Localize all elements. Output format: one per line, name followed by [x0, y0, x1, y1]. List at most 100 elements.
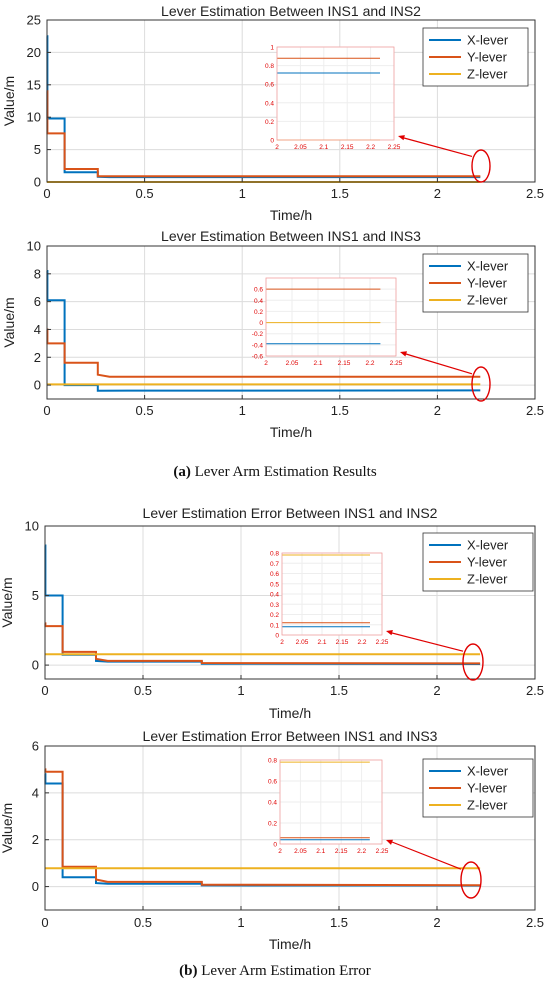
inset-y-tick-label: 0.4 — [268, 800, 277, 807]
inset-y-tick-label: 0.6 — [270, 571, 279, 578]
inset-x-tick-label: 2.25 — [390, 360, 403, 367]
x-tick-label: 2 — [433, 915, 440, 930]
inset-x-tick-label: 2.25 — [388, 144, 401, 151]
y-tick-label: 10 — [27, 239, 41, 254]
inset-x-tick-label: 2.15 — [335, 848, 348, 855]
inset-y-tick-label: 0.8 — [268, 758, 277, 765]
inset-y-tick-label: 0.2 — [270, 612, 279, 619]
y-tick-label: 5 — [34, 142, 41, 157]
inset-x-tick-label: 2.15 — [341, 144, 354, 151]
x-tick-label: 1 — [239, 186, 246, 201]
legend-label-x-lever: X-lever — [467, 259, 509, 274]
legend: X-lever Y-lever Z-lever — [422, 27, 529, 87]
y-tick-label: 5 — [32, 588, 39, 603]
inset-frame — [276, 46, 395, 141]
zoom-arrow-line — [405, 353, 473, 375]
inset-y-tick-label: 0.8 — [265, 63, 274, 70]
y-axis-label: Value/m — [1, 297, 17, 347]
x-tick-label: 1 — [237, 915, 244, 930]
legend: X-lever Y-lever Z-lever — [422, 253, 529, 313]
x-tick-label: 2 — [433, 683, 440, 698]
y-tick-label: 4 — [32, 785, 39, 800]
caption-b: (b) Lever Arm Estimation Error — [0, 963, 550, 980]
y-tick-label: 0 — [34, 378, 41, 393]
x-tick-label: 1 — [237, 683, 244, 698]
x-tick-label: 1.5 — [330, 683, 348, 698]
caption-a: (a) Lever Arm Estimation Results — [0, 464, 550, 481]
axes-frame — [44, 525, 536, 680]
inset-y-tick-label: 1 — [270, 45, 274, 52]
legend-label-z-lever: Z-lever — [467, 67, 508, 82]
inset-y-tick-label: 0.4 — [254, 298, 263, 305]
caption-b-letter: (b) — [179, 963, 198, 979]
inset-plot: 2 2.05 2.1 2.15 2.2 2.25 0 0.2 0.4 0.6 0.8 1 — [265, 45, 401, 152]
y-tick-label: 2 — [34, 350, 41, 365]
inset-y-tick-label: 0.5 — [270, 581, 279, 588]
x-tick-label: 0.5 — [136, 403, 154, 418]
chart-title: Lever Estimation Between INS1 and INS2 — [161, 3, 421, 19]
chart-title: Lever Estimation Error Between INS1 and … — [143, 505, 438, 521]
zoom-arrow-head — [386, 839, 393, 845]
inset-y-tick-label: 0.6 — [268, 779, 277, 786]
y-axis-label: Value/m — [1, 76, 17, 126]
axes-frame — [44, 745, 536, 911]
legend-label-x-lever: X-lever — [467, 538, 509, 553]
inset-x-tick-label: 2.2 — [357, 639, 366, 646]
inset-x-tick-label: 2.15 — [338, 360, 351, 367]
inset-plot: 2 2.05 2.1 2.15 2.2 2.25 0 0.1 0.2 0.3 0.4 0.5 0.6 0.… — [270, 551, 389, 647]
inset-y-tick-label: -0.4 — [252, 342, 264, 349]
x-axis-label: Time/h — [270, 207, 312, 223]
x-tick-label: 1.5 — [330, 915, 348, 930]
inset-x-tick-label: 2.05 — [294, 144, 307, 151]
inset-y-tick-label: -0.6 — [252, 354, 264, 361]
inset-y-tick-label: -0.2 — [252, 331, 264, 338]
inset-y-tick-label: 0.7 — [270, 561, 279, 568]
x-tick-label: 1.5 — [331, 403, 349, 418]
legend-label-y-lever: Y-lever — [467, 781, 508, 796]
zoom-region-ellipse — [462, 643, 484, 681]
inset-background — [277, 47, 394, 140]
chart-panel-4: Lever Estimation Error Between INS1 and … — [0, 724, 550, 962]
x-tick-label: 1.5 — [331, 186, 349, 201]
y-axis-label: Value/m — [0, 577, 15, 627]
inset-y-tick-label: 0 — [273, 842, 277, 849]
chart-title: Lever Estimation Error Between INS1 and … — [143, 728, 438, 744]
legend: X-lever Y-lever Z-lever — [422, 758, 534, 818]
inset-x-tick-label: 2.1 — [316, 848, 325, 855]
y-tick-label: 15 — [27, 77, 41, 92]
legend-label-y-lever: Y-lever — [467, 276, 508, 291]
y-tick-label: 8 — [34, 266, 41, 281]
chart-panel-3: Lever Estimation Error Between INS1 and … — [0, 500, 550, 740]
y-tick-label: 4 — [34, 322, 41, 337]
inset-y-tick-label: 0.4 — [270, 592, 279, 599]
inset-y-tick-label: 0 — [275, 633, 279, 640]
inset-y-tick-label: 0.1 — [270, 622, 279, 629]
axes-frame — [46, 19, 536, 183]
inset-plot: 2 2.05 2.1 2.15 2.2 2.25 0 0.2 0.4 0.6 0.8 — [268, 758, 389, 856]
legend-label-z-lever: Z-lever — [467, 572, 508, 587]
y-tick-label: 25 — [27, 13, 41, 28]
x-axis-label: Time/h — [269, 705, 311, 721]
inset-y-tick-label: 0 — [259, 320, 263, 327]
zoom-arrow-line — [391, 841, 462, 870]
inset-y-tick-label: 0.6 — [254, 287, 263, 294]
x-tick-label: 0.5 — [134, 683, 152, 698]
legend: X-lever Y-lever Z-lever — [422, 532, 534, 592]
inset-frame — [279, 759, 383, 845]
x-axis-label: Time/h — [269, 936, 311, 952]
inset-x-tick-label: 2.1 — [317, 639, 326, 646]
legend-label-z-lever: Z-lever — [467, 293, 508, 308]
zoom-arrow-head — [398, 135, 405, 141]
inset-x-tick-label: 2.1 — [313, 360, 322, 367]
inset-background — [266, 278, 396, 356]
chart-3: Lever Estimation Error Between INS1 and … — [0, 505, 544, 721]
legend-label-y-lever: Y-lever — [467, 50, 508, 65]
x-tick-label: 0 — [41, 915, 48, 930]
legend-label-y-lever: Y-lever — [467, 555, 508, 570]
y-tick-label: 10 — [25, 519, 39, 534]
legend-label-z-lever: Z-lever — [467, 798, 508, 813]
axes-frame — [46, 245, 536, 400]
x-tick-label: 0 — [41, 683, 48, 698]
zoom-region-ellipse — [471, 366, 491, 402]
inset-y-tick-label: 0 — [270, 138, 274, 145]
